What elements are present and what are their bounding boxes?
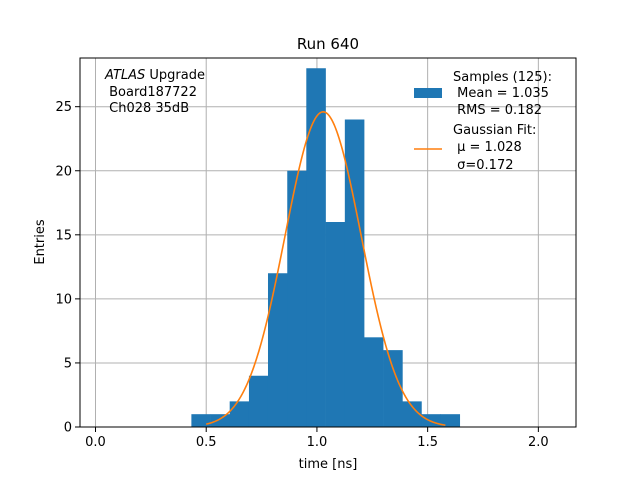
histogram-bar xyxy=(344,119,365,427)
histogram-bar xyxy=(363,337,384,427)
histogram-bar xyxy=(325,222,346,427)
y-tick-label: 5 xyxy=(64,356,72,371)
legend-samples-rms: RMS = 0.182 xyxy=(453,103,542,118)
histogram-bar xyxy=(383,350,403,427)
histogram-bar xyxy=(306,68,326,427)
y-tick-label: 10 xyxy=(55,292,72,307)
legend-fit-sigma: σ=0.172 xyxy=(453,158,513,173)
legend-fit-mu: μ = 1.028 xyxy=(453,140,522,155)
x-tick-label: 2.0 xyxy=(528,435,549,450)
y-tick-label: 20 xyxy=(55,164,72,179)
histogram-bar xyxy=(402,401,422,427)
chart-title: Run 640 xyxy=(297,35,359,53)
x-tick-label: 0.0 xyxy=(85,435,106,450)
histogram-bar xyxy=(440,414,461,427)
legend-samples-swatch xyxy=(414,88,442,98)
gaussian-fit-curve xyxy=(206,111,446,426)
annotation-board: Board187722 xyxy=(105,85,197,100)
x-tick-label: 1.5 xyxy=(417,435,438,450)
y-tick-label: 15 xyxy=(55,228,72,243)
x-tick-label: 1.0 xyxy=(307,435,328,450)
histogram-bar xyxy=(191,414,211,427)
histogram-bar xyxy=(210,414,231,427)
histogram-bars xyxy=(191,68,461,427)
y-tick-label: 0 xyxy=(64,421,72,436)
legend: Samples (125): Mean = 1.035 RMS = 0.182 … xyxy=(414,70,552,173)
x-axis-label: time [ns] xyxy=(299,457,358,472)
y-axis-ticks: 0 5 10 15 20 25 xyxy=(55,100,80,436)
histogram-bar xyxy=(287,170,307,427)
svg-text:ATLAS Upgrade: ATLAS Upgrade xyxy=(104,68,205,83)
y-axis-label: Entries xyxy=(33,219,48,265)
histogram-bar xyxy=(248,375,269,427)
annotation-channel: Ch028 35dB xyxy=(105,101,189,116)
legend-fit-title: Gaussian Fit: xyxy=(453,123,536,138)
legend-samples-mean: Mean = 1.035 xyxy=(453,86,549,101)
y-tick-label: 25 xyxy=(55,100,72,115)
x-tick-label: 0.5 xyxy=(196,435,217,450)
annotation-italic: ATLAS xyxy=(104,68,145,83)
histogram-bar xyxy=(267,273,288,427)
atlas-annotation: ATLAS Upgrade Board187722 Ch028 35dB xyxy=(104,68,205,116)
plot-frame xyxy=(79,57,577,428)
annotation-rest: Upgrade xyxy=(145,68,205,83)
histogram-bar xyxy=(229,401,250,427)
legend-samples-title: Samples (125): xyxy=(453,70,552,85)
x-axis-ticks: 0.0 0.5 1.0 1.5 2.0 xyxy=(85,427,549,450)
